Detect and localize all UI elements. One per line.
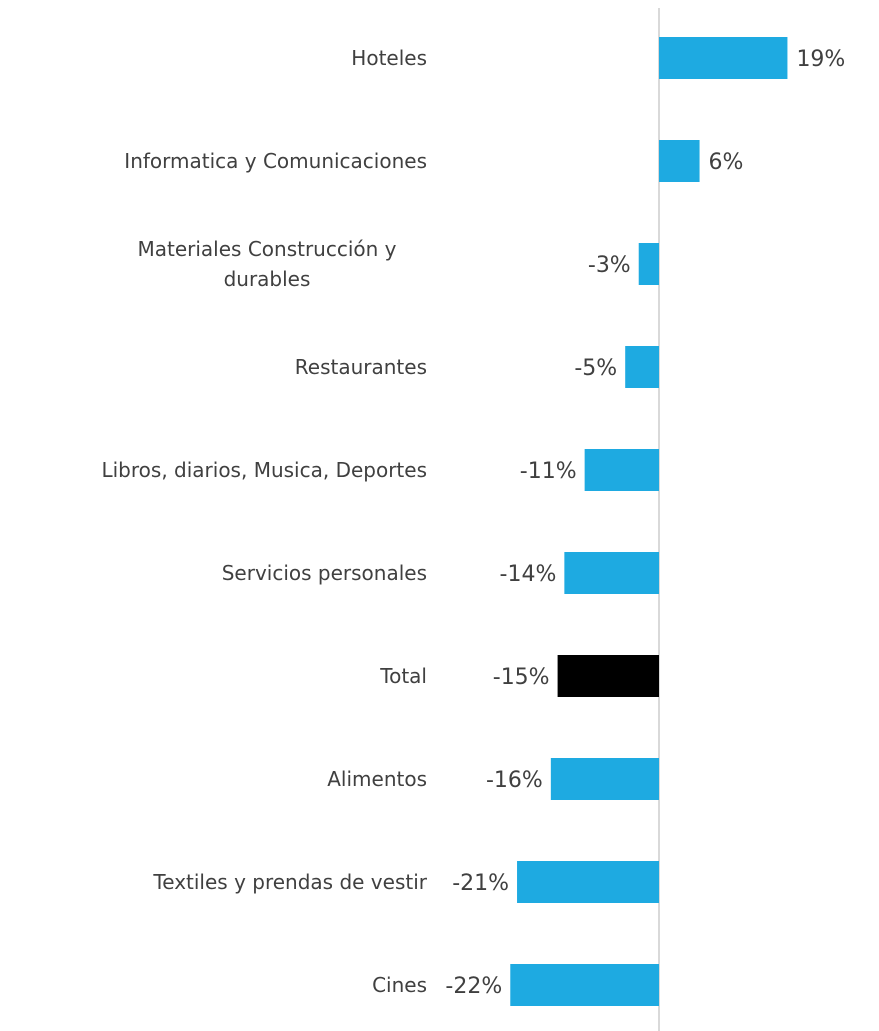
category-label: Restaurantes [294,355,427,379]
category-label: Servicios personales [221,561,427,585]
bar [625,346,659,388]
value-label: -22% [445,974,502,999]
bar [557,655,659,697]
category-label: Materiales Construcción y durables [137,237,397,291]
value-label: 6% [709,150,744,175]
value-label: -5% [574,356,617,381]
value-label: -16% [486,768,543,793]
bar [659,37,788,79]
bar [550,758,659,800]
bar [564,552,659,594]
category-label: Informatica y Comunicaciones [124,149,427,173]
category-label: Hoteles [351,46,427,70]
value-label: 19% [796,47,845,72]
category-label: Total [380,664,427,688]
bar [584,449,659,491]
category-label: Textiles y prendas de vestir [153,870,427,894]
value-label: -11% [520,459,577,484]
bar [638,243,659,285]
value-label: -21% [452,871,509,896]
category-label: Alimentos [327,767,427,791]
value-label: -14% [500,562,557,587]
category-label: Cines [372,973,427,997]
bar [659,140,700,182]
value-label: -3% [588,253,631,278]
bar [510,964,659,1006]
value-label: -15% [493,665,550,690]
category-label: Libros, diarios, Musica, Deportes [101,458,427,482]
bar [517,861,659,903]
